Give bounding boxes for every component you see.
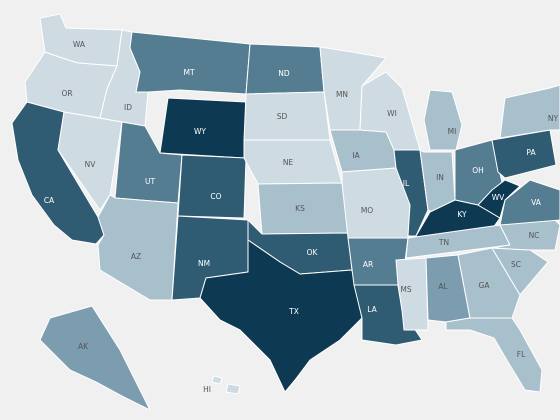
state-co[interactable] — [177, 154, 247, 219]
state-tx[interactable] — [199, 239, 363, 393]
state-wv[interactable] — [477, 179, 521, 219]
state-label-mi: MI — [448, 127, 457, 136]
state-label-ne: NE — [283, 158, 294, 167]
state-label-mt: MT — [183, 68, 194, 77]
state-label-tx: TX — [288, 307, 299, 316]
state-label-wa: WA — [73, 40, 86, 49]
state-label-mn: MN — [336, 90, 348, 99]
state-label-ak: AK — [78, 342, 89, 351]
state-label-va: VA — [531, 198, 542, 207]
state-ny[interactable] — [499, 84, 560, 139]
state-label-ar: AR — [363, 260, 373, 269]
state-label-wv: WV — [492, 193, 505, 202]
state-label-ms: MS — [400, 285, 411, 294]
state-label-in: IN — [436, 173, 444, 182]
state-label-al: AL — [438, 282, 448, 291]
state-label-nv: NV — [85, 160, 97, 169]
state-label-oh: OH — [472, 166, 484, 175]
state-label-la: LA — [367, 305, 377, 314]
state-label-pa: PA — [526, 148, 536, 157]
state-label-nc: NC — [529, 231, 540, 240]
state-label-or: OR — [61, 89, 72, 98]
state-va[interactable] — [499, 179, 560, 226]
state-label-ok: OK — [307, 248, 319, 257]
state-label-hi: HI — [203, 385, 211, 394]
state-label-ut: UT — [145, 177, 155, 186]
state-fl[interactable] — [445, 317, 543, 393]
state-label-ky: KY — [457, 210, 467, 219]
state-label-ks: KS — [295, 204, 305, 213]
state-label-sc: SC — [511, 260, 521, 269]
state-label-id: ID — [124, 103, 132, 112]
state-az[interactable] — [97, 194, 179, 301]
state-label-sd: SD — [277, 112, 288, 121]
state-ia[interactable] — [329, 129, 397, 173]
state-ak[interactable] — [39, 305, 151, 411]
state-shapes — [11, 13, 560, 411]
state-label-mo: MO — [361, 206, 373, 215]
state-label-fl: FL — [517, 350, 526, 359]
state-label-ga: GA — [479, 281, 491, 290]
state-labels: WA OR CA NV ID MT WY UT AZ CO NM ND SD NE KS OK TX MN IA MO… — [44, 40, 559, 394]
state-label-wy: WY — [194, 127, 206, 136]
state-label-az: AZ — [131, 252, 141, 261]
state-label-ny: NY — [548, 114, 559, 123]
state-label-il: IL — [403, 179, 410, 188]
state-ga[interactable] — [457, 247, 521, 319]
state-label-tn: TN — [438, 238, 449, 247]
state-label-nd: ND — [278, 69, 290, 78]
state-label-wi: WI — [387, 109, 397, 118]
state-label-ia: IA — [352, 151, 360, 160]
state-label-ca: CA — [44, 196, 55, 205]
state-label-co: CO — [210, 192, 221, 201]
state-hi[interactable] — [211, 375, 241, 395]
state-label-nm: NM — [198, 259, 210, 268]
